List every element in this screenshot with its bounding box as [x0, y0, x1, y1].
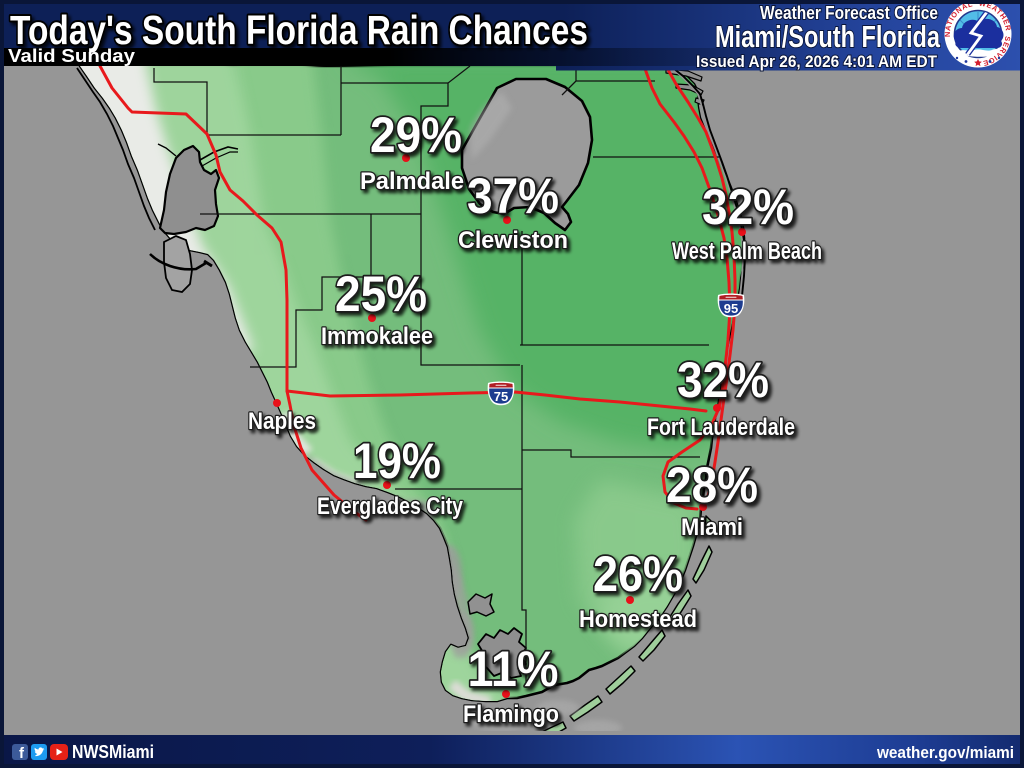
svg-text:Homestead: Homestead	[579, 606, 697, 633]
svg-text:Fort Lauderdale: Fort Lauderdale	[647, 414, 795, 441]
svg-text:95: 95	[724, 301, 738, 316]
svg-text:Weather Forecast Office: Weather Forecast Office	[760, 3, 938, 23]
svg-text:West Palm Beach: West Palm Beach	[672, 238, 822, 265]
svg-text:28%: 28%	[666, 457, 758, 513]
svg-text:Today's South Florida Rain Cha: Today's South Florida Rain Chances	[10, 7, 588, 53]
svg-text:19%: 19%	[353, 433, 441, 489]
svg-text:25%: 25%	[335, 266, 427, 322]
svg-text:Valid Sunday: Valid Sunday	[8, 46, 135, 66]
svg-text:11%: 11%	[468, 641, 559, 697]
svg-text:weather.gov/miami: weather.gov/miami	[876, 743, 1014, 762]
svg-text:Flamingo: Flamingo	[463, 701, 559, 728]
svg-text:32%: 32%	[677, 352, 769, 408]
svg-text:Issued Apr 26, 2026 4:01 AM ED: Issued Apr 26, 2026 4:01 AM EDT	[696, 52, 938, 71]
svg-text:75: 75	[494, 389, 508, 404]
svg-text:Palmdale: Palmdale	[360, 168, 464, 195]
svg-text:Immokalee: Immokalee	[321, 323, 433, 350]
svg-text:Everglades City: Everglades City	[317, 493, 464, 520]
svg-text:29%: 29%	[370, 107, 462, 163]
svg-text:37%: 37%	[467, 168, 559, 224]
svg-text:Clewiston: Clewiston	[458, 227, 568, 254]
svg-text:f: f	[19, 745, 25, 762]
svg-text:NWSMiami: NWSMiami	[72, 742, 154, 762]
svg-text:32%: 32%	[702, 179, 794, 235]
svg-text:Naples: Naples	[248, 408, 316, 435]
svg-text:Miami/South Florida: Miami/South Florida	[715, 19, 941, 54]
svg-text:Miami: Miami	[681, 514, 743, 541]
svg-text:26%: 26%	[593, 546, 683, 602]
